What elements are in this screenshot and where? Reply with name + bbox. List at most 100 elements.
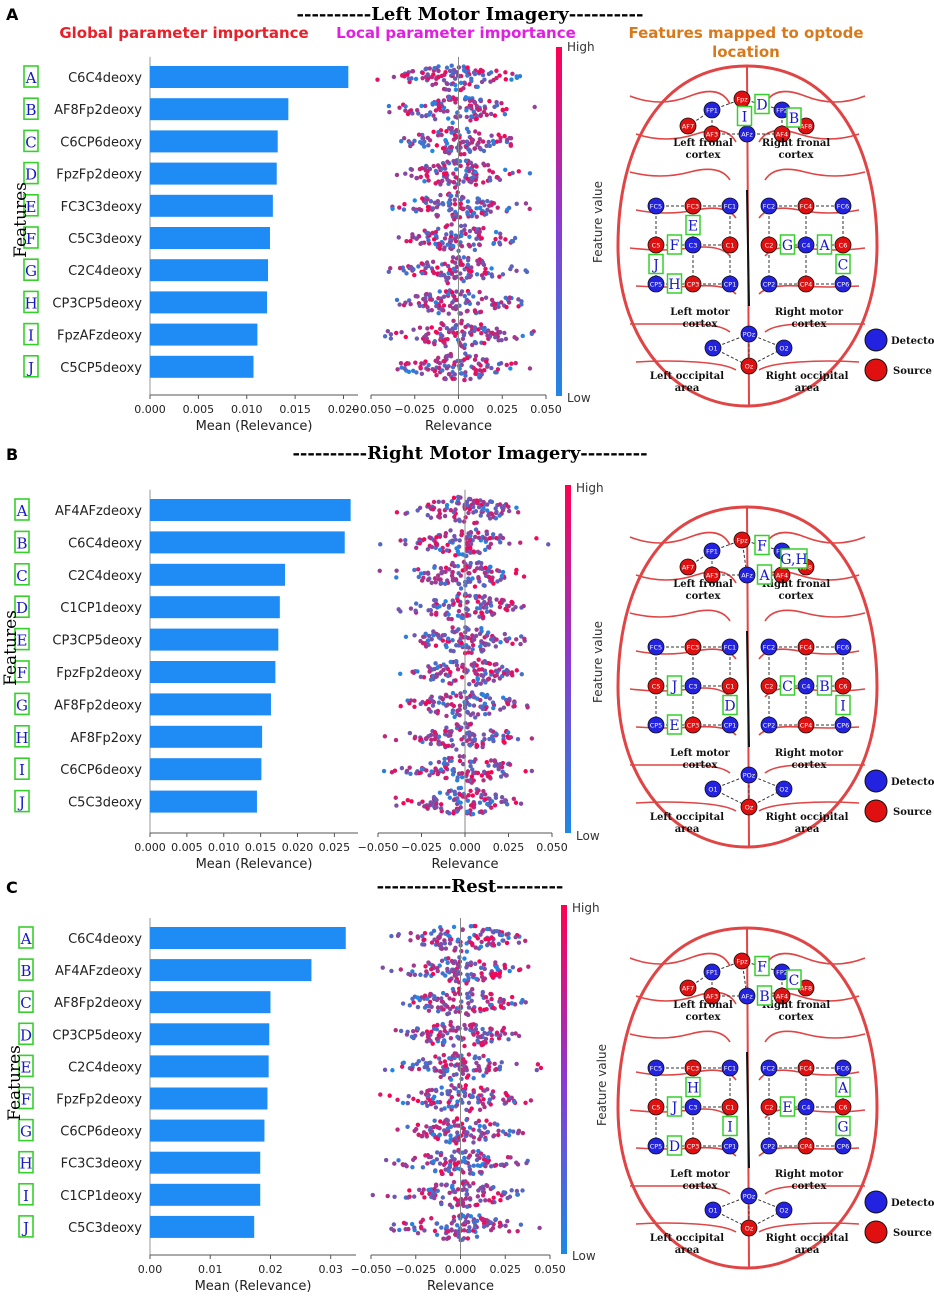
local-point [480,744,485,750]
local-point [475,84,480,90]
local-point [425,1088,430,1094]
local-point [487,98,492,104]
local-x-tick-label: 0.050 [534,1263,566,1276]
local-point [471,365,476,371]
local-point [429,325,434,330]
optode-label: CP2 [763,722,776,730]
brain-letter: I [742,110,748,126]
local-point [431,699,437,705]
local-point [483,792,488,797]
local-point [458,271,463,276]
local-point [482,966,487,972]
brain-letter: E [782,1100,792,1116]
local-point [426,308,431,313]
local-point [484,1223,490,1228]
local-point [452,1149,457,1154]
local-point [462,1091,468,1096]
brain-letter: H [687,1081,699,1097]
local-point [433,229,439,235]
feature-label: C6CP6deoxy [60,135,142,150]
local-point [478,602,484,607]
local-point [455,110,460,115]
bar-b [150,959,312,982]
local-point [489,996,494,1002]
local-point [447,328,452,333]
local-point [515,510,521,515]
local-point [454,747,459,752]
letter-box [18,926,34,949]
local-point [429,1192,435,1198]
local-point [473,1120,479,1126]
local-point [425,571,431,576]
local-point [444,548,450,553]
local-point [488,991,493,997]
local-point [426,960,431,965]
letter-box [14,724,30,748]
local-point [454,1116,460,1121]
local-point [477,229,482,235]
local-point [445,116,451,121]
local-point [409,799,414,804]
optode-label: C2 [765,1104,774,1112]
gyrus-left [629,1030,731,1043]
local-point [458,292,463,297]
local-point [487,536,493,541]
detector-optode-fc2 [760,638,778,656]
local-point [518,540,523,545]
local-point [491,1185,496,1190]
local-point [407,1188,412,1193]
local-point [451,171,456,176]
bar-x-tick-label: 0.025 [319,841,351,854]
source-optode-c2 [760,677,778,695]
local-point [446,1100,451,1105]
local-point [417,166,423,172]
optode-label: POz [743,772,756,780]
source-optode-c6 [834,1098,852,1116]
brain-letter: F [670,238,680,254]
detector-optode-c4 [797,677,815,695]
local-point [441,701,446,706]
local-point [453,1009,458,1014]
colorbar-b-low: Low [576,829,600,843]
local-point [487,696,493,701]
detector-optode-fc2 [760,1059,778,1077]
local-point [440,307,445,313]
local-point [420,799,425,804]
feature-letter: B [25,101,36,119]
local-point [497,568,502,574]
local-point [466,268,472,273]
local-point [406,1094,411,1099]
local-point [510,965,516,970]
local-point [518,801,524,806]
local-point [494,509,499,515]
local-point [455,1130,460,1135]
local-point [464,981,469,986]
local-point [466,1100,472,1105]
local-point [495,367,501,372]
local-point [458,223,464,229]
local-point [397,205,402,210]
gyrus-right [764,609,866,622]
local-point [484,759,489,765]
local-point [449,290,455,295]
local-point [499,1004,504,1010]
local-point [478,1198,483,1203]
local-point [437,515,443,520]
local-point [403,537,408,543]
local-point [463,1129,468,1135]
optode-label: C4 [802,1104,811,1112]
local-point [445,1011,450,1017]
optode-label: FC4 [800,203,812,211]
local-point [506,603,511,609]
local-point [493,1217,499,1222]
local-point [484,1118,489,1123]
local-x-tick-label: −0.050 [351,1263,392,1276]
local-point [450,326,455,331]
local-point [441,602,447,607]
local-point [394,172,400,178]
local-point [398,967,404,972]
brain-letter: G [837,1120,848,1136]
local-point [471,1022,476,1027]
bar-x-label: Mean (Relevance) [196,857,313,872]
local-point [453,304,459,309]
